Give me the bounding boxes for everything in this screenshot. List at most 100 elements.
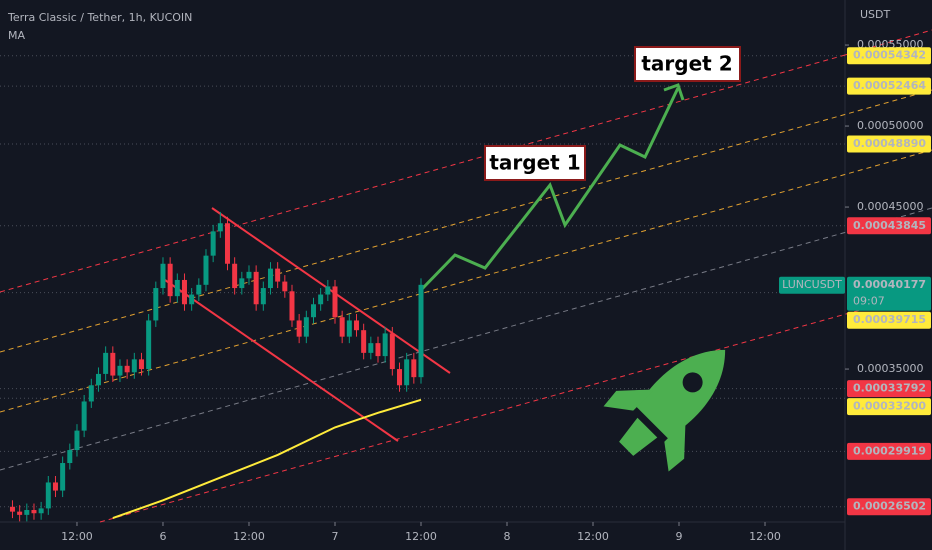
candle-body xyxy=(382,333,388,357)
rocket-window xyxy=(682,372,703,393)
channel-line xyxy=(0,54,846,293)
candle-body xyxy=(110,352,116,376)
candle-body xyxy=(346,320,352,337)
candle-body xyxy=(267,268,273,289)
x-tick-label: 7 xyxy=(331,530,338,543)
price-label-box xyxy=(847,398,931,416)
candle-body xyxy=(253,271,259,305)
candle-body xyxy=(160,263,166,289)
candle-body xyxy=(52,482,58,491)
symbol-box xyxy=(779,276,845,294)
rocket-fin xyxy=(664,420,686,472)
candle-body xyxy=(404,359,410,386)
candle-body xyxy=(282,281,288,292)
candle-body xyxy=(210,231,216,256)
candle-body xyxy=(138,359,144,370)
candle-body xyxy=(246,271,252,279)
price-label-box xyxy=(847,135,931,153)
candle-body xyxy=(24,510,30,515)
candle-body xyxy=(95,373,101,386)
x-tick-label: 12:00 xyxy=(749,530,781,543)
projection-arrowhead xyxy=(663,83,685,101)
rocket-flame xyxy=(619,417,658,456)
candle-body xyxy=(375,343,381,357)
candle-body xyxy=(67,450,73,464)
candle-body xyxy=(196,284,202,295)
x-tick-label: 12:00 xyxy=(405,530,437,543)
y-tick-label: 0.00050000 xyxy=(857,119,923,132)
candle-body xyxy=(189,294,195,305)
y-tick-label: 0.00035000 xyxy=(857,362,923,375)
candle-body xyxy=(296,320,302,337)
candle-body xyxy=(153,288,159,321)
annotation: target 1 xyxy=(489,151,580,175)
candle-body xyxy=(260,288,266,305)
price-label-box xyxy=(847,77,931,95)
candle-body xyxy=(103,352,109,374)
candle-body xyxy=(396,369,402,386)
candle-body xyxy=(74,430,80,451)
candle-body xyxy=(325,286,331,295)
candle-body xyxy=(389,333,395,370)
candle-body xyxy=(418,284,424,378)
price-label: 0.00054342 xyxy=(853,49,926,62)
rocket-icon xyxy=(603,349,726,472)
candle-body xyxy=(361,330,367,353)
x-tick-label: 8 xyxy=(504,530,511,543)
candle-body xyxy=(368,343,374,353)
candle-body xyxy=(318,294,324,305)
candle-body xyxy=(45,482,51,509)
candle-body xyxy=(9,506,15,512)
price-label-box xyxy=(847,442,931,460)
candle-body xyxy=(289,291,295,321)
candle-body xyxy=(217,223,223,232)
candle-body xyxy=(353,320,359,331)
chart-title: Terra Classic / Tether, 1h, KUCOIN xyxy=(7,11,192,24)
candle-body xyxy=(411,359,417,378)
candle-body xyxy=(167,263,173,297)
candle-body xyxy=(124,365,130,373)
price-label-box xyxy=(847,380,931,398)
x-tick-label: 12:00 xyxy=(577,530,609,543)
candle-body xyxy=(88,385,94,402)
price-label: 0.00033792 xyxy=(853,382,926,395)
price-label: 0.00029919 xyxy=(853,444,926,457)
price-label: 0.00033200 xyxy=(853,400,926,413)
candle-body xyxy=(224,223,230,264)
price-label-box xyxy=(847,47,931,65)
countdown: 09:07 xyxy=(853,295,885,308)
candle-body xyxy=(275,268,281,282)
falling-channel xyxy=(164,279,399,442)
currency-label: USDT xyxy=(860,8,891,21)
price-label: 0.00040177 xyxy=(853,278,926,291)
y-tick-label: 0.00045000 xyxy=(857,200,923,213)
rocket-fin xyxy=(603,389,655,411)
x-tick-label: 6 xyxy=(159,530,166,543)
candle-body xyxy=(310,304,316,318)
price-label: 0.00026502 xyxy=(853,500,926,513)
price-label: 0.00048890 xyxy=(853,137,926,150)
candle-body xyxy=(60,463,66,491)
candle-body xyxy=(174,279,180,297)
candle-body xyxy=(239,278,245,289)
candle-body xyxy=(303,317,309,337)
candle-body xyxy=(131,359,137,373)
annotation-box xyxy=(634,46,741,82)
indicator-legend: MA xyxy=(8,29,25,42)
drawings xyxy=(0,29,932,523)
channel-line xyxy=(844,29,932,56)
price-label: 0.00039715 xyxy=(853,313,926,326)
candle-body xyxy=(232,263,238,289)
x-tick-label: 9 xyxy=(676,530,683,543)
falling-channel xyxy=(211,207,451,374)
candle-body xyxy=(181,279,187,305)
candle-body xyxy=(117,365,123,376)
candle-body xyxy=(31,510,37,514)
projection-path xyxy=(419,87,680,292)
price-label: 0.00043845 xyxy=(853,219,926,232)
price-label-box xyxy=(847,276,931,311)
candle-body xyxy=(17,511,23,515)
